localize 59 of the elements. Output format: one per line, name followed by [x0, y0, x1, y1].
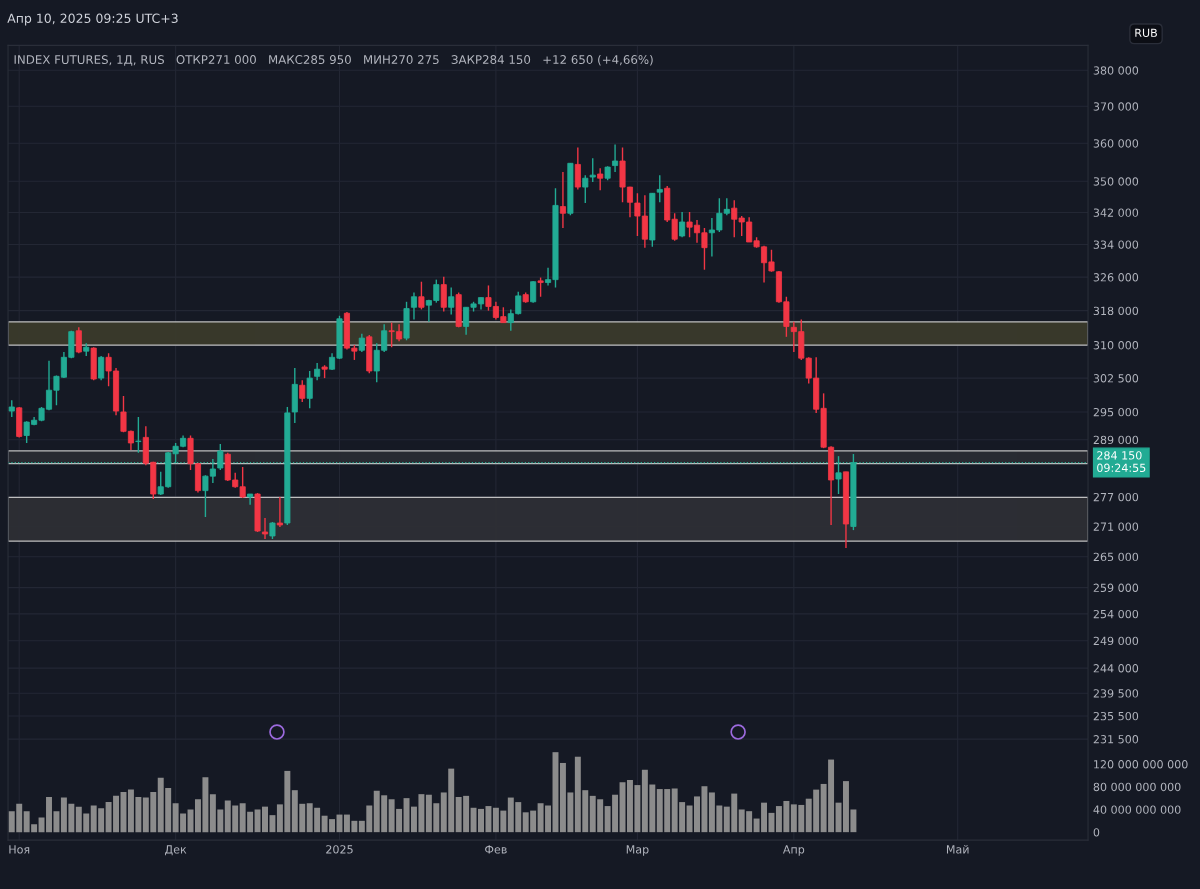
y-tick-label: 326 000	[1093, 273, 1139, 282]
text: RUB	[1135, 28, 1157, 38]
y-tick-label: 295 000	[1093, 407, 1139, 417]
y-tick-label: 265 000	[1093, 552, 1139, 562]
candlestick	[582, 174, 589, 204]
y-tick-label: 360 000	[1093, 139, 1139, 148]
y-tick-label: 271 000	[1093, 522, 1139, 531]
x-tick-label: Ноя	[9, 845, 30, 854]
y-tick-label: 231 500	[1093, 735, 1139, 744]
y-tick-label: 277 000	[1093, 492, 1139, 502]
y-tick-label: 244 000	[1093, 664, 1139, 673]
candlestick	[306, 370, 313, 410]
y-tick-label: 235 500	[1093, 711, 1139, 721]
candlestick	[440, 276, 447, 313]
candlestick	[135, 416, 142, 454]
candlestick	[612, 143, 619, 173]
y2-tick-label: 0	[1093, 828, 1100, 837]
x-tick-label: 2025	[326, 845, 353, 854]
candlestick	[597, 167, 604, 191]
y-tick-label: 350 000	[1093, 177, 1139, 186]
x-tick-label: Дек	[165, 845, 187, 856]
y-tick-label: 254 000	[1093, 609, 1139, 619]
y-tick-label: 302 500	[1093, 374, 1139, 383]
y2-tick-label: 40 000 000 000	[1093, 805, 1181, 814]
y-tick-label: 249 000	[1093, 636, 1139, 646]
y-tick-label: 342 000	[1093, 208, 1139, 217]
candlestick	[530, 280, 537, 304]
candlestick	[537, 276, 544, 298]
candlestick	[656, 174, 663, 203]
candlestick	[559, 171, 566, 229]
candlestick	[410, 291, 417, 321]
y-tick-label: 310 000	[1093, 341, 1139, 350]
candlestick	[276, 496, 283, 528]
chart-title: INDEX FUTURES, 1Д, RUS ОТКР271 000 МАКС285 950 МИН270 275 ЗАКР284 150 +12 650 (+4,66%)	[14, 54, 653, 66]
candlestick	[679, 211, 686, 238]
y-tick-label: 380 000	[1093, 66, 1139, 75]
candlestick	[358, 333, 365, 353]
y-tick-label: 239 500	[1093, 689, 1139, 698]
candlestick	[418, 281, 425, 311]
candlestick	[574, 146, 581, 191]
y2-tick-label: 120 000 000 000	[1094, 760, 1188, 769]
y-tick-label: 334 000	[1093, 240, 1139, 249]
y-tick-label: 259 000	[1093, 583, 1139, 592]
y-tick-label: 289 000	[1093, 435, 1139, 445]
x-tick-label: Апр	[782, 845, 805, 856]
candlestick	[247, 493, 254, 506]
candlestick	[299, 379, 306, 403]
candlestick	[98, 355, 105, 382]
y2-tick-label: 80 000 000 000	[1093, 782, 1181, 792]
y-tick-label: 318 000	[1093, 306, 1139, 316]
x-tick-label: Фев	[485, 845, 507, 854]
x-tick-label: Мар	[626, 845, 649, 856]
candlestick	[448, 286, 455, 316]
candlestick	[75, 326, 82, 355]
x-tick-label: Май	[946, 845, 969, 854]
candlestick	[589, 157, 596, 183]
text: Апр 10, 2025 09:25 UTC+3	[7, 13, 178, 26]
ref-line-label: 284 150 09:24:55	[1097, 451, 1146, 472]
y-tick-label: 370 000	[1093, 102, 1139, 111]
